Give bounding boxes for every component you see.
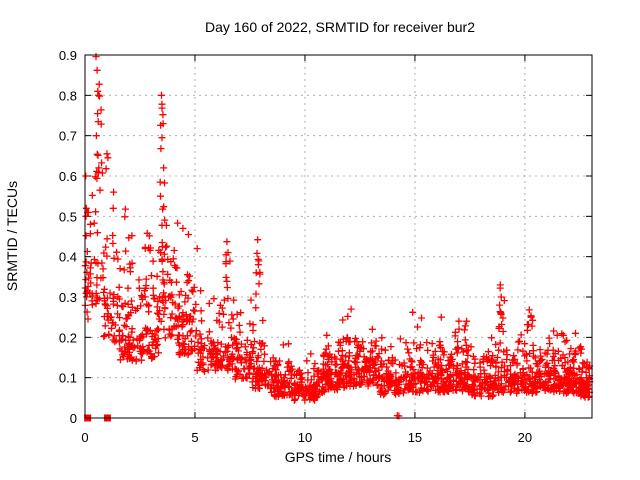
y-tick-label: 0.9 (59, 48, 77, 63)
x-tick-label: 5 (191, 430, 198, 445)
y-tick-label: 0.7 (59, 129, 77, 144)
x-tick-label: 10 (298, 430, 312, 445)
x-axis-label: GPS time / hours (285, 449, 392, 465)
scatter-points (81, 53, 594, 422)
chart-title: Day 160 of 2022, SRMTID for receiver bur… (205, 19, 475, 35)
data-point-markers (81, 53, 594, 420)
y-tick-label: 0.8 (59, 88, 77, 103)
x-tick-label: 15 (408, 430, 422, 445)
y-tick-label: 0.6 (59, 169, 77, 184)
tick-labels: 0 5 10 15 20 0 0.1 0.2 0.3 0.4 0.5 0.6 0.7 0.8 0.9 (59, 48, 532, 445)
plot-border (84, 54, 593, 419)
gridlines (85, 55, 592, 418)
x-tick-label: 0 (81, 430, 88, 445)
y-tick-label: 0.3 (59, 290, 77, 305)
y-tick-label: 0.4 (59, 250, 77, 265)
x-tick-label: 20 (518, 430, 532, 445)
y-tick-label: 0.1 (59, 371, 77, 386)
y-tick-label: 0 (70, 411, 77, 426)
y-tick-label: 0.5 (59, 209, 77, 224)
y-tick-label: 0.2 (59, 330, 77, 345)
y-axis-label: SRMTID / TECUs (4, 181, 20, 291)
